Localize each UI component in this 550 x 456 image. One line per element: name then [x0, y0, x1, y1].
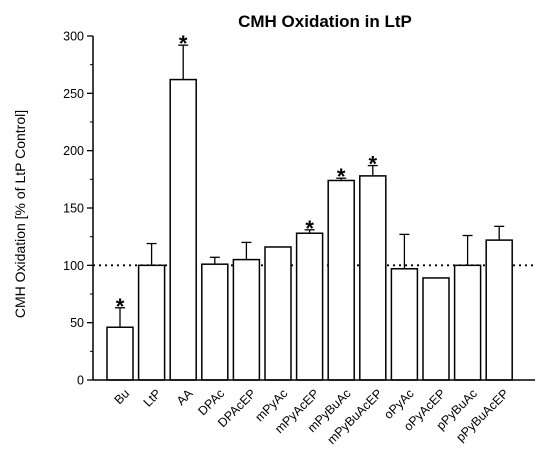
- y-tick-label-150: 150: [63, 202, 84, 216]
- y-tick-label-300: 300: [63, 30, 84, 44]
- x-tick-label-AA: AA: [174, 386, 196, 408]
- bar-mPyBuAc: [327, 179, 355, 381]
- bar-oPyAcEP: [422, 277, 450, 381]
- plot-area: *Bu LtP*AA DPAcDPAcEPmPyAc*mPyAcEP*mPyBuAc…: [63, 30, 535, 447]
- bar-mPyBuAcEP: [359, 175, 387, 381]
- chart-title: CMH Oxidation in LtP: [238, 12, 412, 31]
- bar-Bu: [106, 326, 134, 381]
- y-tick-label-250: 250: [63, 87, 84, 101]
- y-tick-label-50: 50: [70, 316, 84, 330]
- significance-star-AA: *: [179, 31, 188, 56]
- bar-LtP: [137, 264, 166, 381]
- y-tick-label-200: 200: [63, 144, 84, 158]
- significance-star-mPyBuAcEP: *: [369, 152, 378, 177]
- bar-mPyAcEP: [295, 232, 324, 381]
- bar-oPyAc: [390, 268, 419, 381]
- x-tick-label-LtP: LtP: [141, 386, 164, 409]
- bar-mPyAc: [264, 246, 292, 381]
- significance-star-mPyBuAc: *: [337, 164, 346, 189]
- y-tick-label-100: 100: [63, 259, 84, 273]
- bar-DPAcEP: [232, 258, 261, 381]
- significance-star-Bu: *: [116, 294, 125, 319]
- y-tick-label-0: 0: [77, 374, 84, 388]
- y-axis-label: CMH Oxidation [% of LtP Control]: [12, 110, 28, 318]
- bar-AA: [169, 78, 197, 381]
- x-tick-label-Bu: Bu: [112, 386, 133, 407]
- bar-pPyBuAc: [453, 264, 482, 381]
- bar-pPyBuAcEP: [485, 239, 513, 381]
- significance-star-mPyAcEP: *: [305, 216, 314, 241]
- bar-DPAc: [201, 263, 229, 381]
